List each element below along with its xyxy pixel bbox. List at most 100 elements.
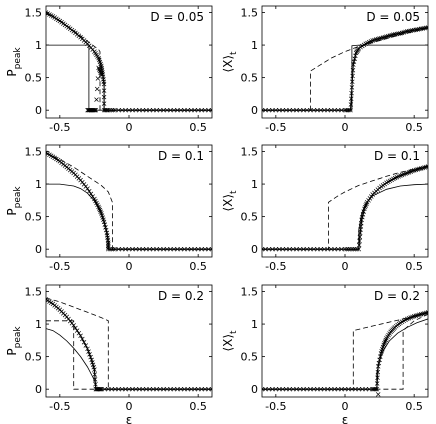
- series-2-marker: [107, 107, 113, 113]
- plot-area: [46, 297, 212, 392]
- y-axis-label-subscript: t: [229, 190, 239, 194]
- y-tick-label: 0: [35, 243, 42, 256]
- series-2-marker: [394, 31, 400, 37]
- series-3-marker: [150, 386, 156, 392]
- series-2-marker: [157, 107, 163, 113]
- series-3-marker: [93, 107, 99, 113]
- y-tick-label: 1.5: [25, 286, 43, 299]
- series-2-marker: [346, 107, 352, 113]
- series-3-marker: [206, 386, 211, 392]
- plot-area: [262, 310, 428, 397]
- plot-area: [46, 10, 212, 113]
- series-2-marker: [137, 107, 142, 113]
- series-2-marker: [109, 107, 114, 113]
- series-2-marker: [88, 191, 94, 197]
- series-2-marker: [420, 26, 426, 31]
- series-2-marker: [356, 242, 362, 248]
- series-1-line: [262, 27, 428, 111]
- series-3-marker: [375, 369, 381, 375]
- series-2-marker: [411, 27, 417, 33]
- series-3-marker: [375, 375, 380, 381]
- series-3-marker: [266, 386, 272, 392]
- series-2-marker: [123, 107, 128, 113]
- series-3-marker: [92, 107, 97, 113]
- y-axis-label-subscript: peak: [13, 186, 23, 209]
- series-2-marker: [322, 246, 327, 252]
- series-2-marker: [287, 246, 292, 252]
- series-3-marker: [175, 386, 180, 392]
- y-tick-label: 1.5: [241, 146, 259, 159]
- series-3-line: [46, 298, 212, 390]
- series-2-marker: [283, 107, 289, 113]
- panel-1: -0.5 0 0.5 0 0.5 1 1.5 D = 0.05 Ppeak: [5, 5, 213, 134]
- series-3-marker: [76, 330, 82, 336]
- series-2-marker: [405, 29, 410, 34]
- series-3-marker: [73, 325, 78, 331]
- series-3-marker: [78, 333, 83, 339]
- series-2-marker: [199, 107, 204, 113]
- series-2-marker: [349, 90, 354, 96]
- series-2-line: [46, 152, 212, 250]
- series-3-marker: [164, 386, 170, 392]
- series-3-marker: [287, 386, 292, 392]
- series-3-marker: [86, 349, 91, 354]
- y-tick-label: 1: [251, 178, 258, 191]
- series-3-marker: [373, 386, 379, 392]
- series-2-marker: [112, 107, 118, 113]
- series-2-marker: [140, 246, 146, 252]
- series-3-marker: [304, 386, 310, 392]
- series-3-marker: [98, 386, 103, 392]
- series-3-marker: [425, 310, 428, 315]
- series-3-marker: [93, 382, 98, 387]
- series-2-marker: [164, 107, 170, 113]
- x-tick-label: 0: [126, 121, 133, 134]
- x-tick-label: -0.5: [49, 121, 70, 134]
- series-2-marker: [418, 26, 424, 32]
- series-2-marker: [297, 107, 303, 113]
- series-3-marker: [119, 386, 125, 392]
- series-2-marker: [332, 107, 337, 113]
- series-2-marker: [304, 246, 310, 252]
- panel-label: D = 0.05: [150, 10, 204, 24]
- series-2-marker: [415, 27, 420, 32]
- series-2-marker: [175, 246, 180, 252]
- y-axis-label-subscript: t: [229, 51, 239, 55]
- series-2-marker: [206, 246, 211, 252]
- series-2-marker: [154, 107, 159, 113]
- series-2-marker: [270, 107, 275, 113]
- series-2-marker: [280, 107, 285, 113]
- series-2-marker: [164, 246, 170, 252]
- series-3-marker: [81, 340, 87, 345]
- series-2-marker: [347, 246, 353, 252]
- series-2-marker: [318, 107, 324, 113]
- series-2-marker: [161, 246, 166, 252]
- series-3-marker: [199, 386, 204, 392]
- series-0-line: [46, 328, 212, 390]
- series-2-marker: [332, 246, 337, 252]
- series-2-marker: [106, 107, 111, 113]
- series-3-marker: [126, 386, 132, 392]
- series-3-marker: [318, 386, 324, 392]
- series-2-marker: [283, 246, 289, 252]
- y-axis-label: Ppeak: [5, 47, 23, 77]
- series-2-marker: [342, 246, 348, 252]
- y-tick-label: 1: [251, 39, 258, 52]
- panel-4: -0.5 0 0.5 0 0.5 1 1.5 D = 0.1 ⟨X⟩t: [221, 144, 429, 273]
- series-3-marker: [270, 386, 275, 392]
- series-2-marker: [157, 246, 163, 252]
- series-2-marker: [406, 28, 412, 34]
- series-3-marker: [366, 386, 372, 392]
- series-3-marker: [116, 386, 121, 392]
- series-3-marker: [178, 386, 184, 392]
- series-2-marker: [266, 246, 272, 252]
- series-2-marker: [150, 107, 156, 113]
- y-tick-label: 0.5: [25, 211, 43, 224]
- series-2-marker: [119, 246, 125, 252]
- series-2-marker: [356, 246, 362, 252]
- series-3-marker: [192, 386, 197, 392]
- series-3-marker: [263, 386, 268, 392]
- series-2-marker: [301, 246, 306, 252]
- series-2-marker: [339, 107, 344, 113]
- series-4-marker: [375, 392, 381, 397]
- series-3-marker: [92, 372, 98, 377]
